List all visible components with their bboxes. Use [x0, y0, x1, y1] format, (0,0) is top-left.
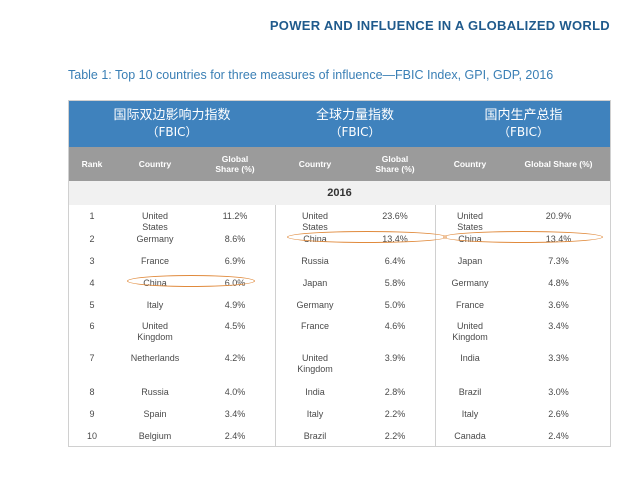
highlight-ellipse-gdp-china — [443, 231, 603, 243]
influence-table: 2016 国际双边影响力指数 （FBIC） 全球力量指数 （FBIC） 国内生产… — [68, 100, 611, 447]
fbic-share-cell: 4.0% — [224, 387, 246, 397]
fbic-share-cell: 3.4% — [224, 409, 246, 419]
group-title-gdp-zh: 国内生产总指 — [484, 108, 563, 123]
gpi-share-cell: 6.4% — [384, 256, 406, 266]
fbic-country-cell: United Kingdom — [137, 321, 173, 342]
gdp-share-cell: 7.3% — [548, 256, 569, 266]
gpi-country-cell: United States — [301, 211, 328, 232]
gdp-country-cell: Italy — [461, 409, 479, 419]
gpi-share-cell: 2.2% — [384, 431, 406, 441]
gdp-share-cell: 20.9% — [545, 211, 572, 221]
gpi-share-cell: 5.8% — [384, 278, 406, 288]
rank-cell: 10 — [86, 431, 97, 441]
gdp-share-cell: 3.6% — [548, 300, 569, 310]
group-title-gpi-zh: 全球力量指数 — [315, 108, 394, 123]
gpi-country-cell: France — [300, 321, 329, 331]
gdp-country-cell: United States — [456, 211, 483, 232]
gdp-country-cell: Japan — [457, 256, 483, 266]
gdp-share-cell: 3.4% — [548, 321, 569, 331]
group-title-fbic-en: （FBIC） — [146, 125, 198, 139]
group-title-fbic-zh: 国际双边影响力指数 — [113, 108, 231, 123]
gpi-country-cell: India — [305, 387, 325, 397]
col-head-share-3: Global Share (%) — [524, 159, 593, 169]
col-head-country-1: Country — [138, 159, 172, 169]
group-title-fbic: 国际双边影响力指数 （FBIC） — [69, 107, 275, 141]
fbic-share-cell: 6.9% — [224, 256, 246, 266]
fbic-share-cell: 2.4% — [224, 431, 246, 441]
fbic-country-cell: France — [140, 256, 169, 266]
gdp-country-cell: United Kingdom — [452, 321, 488, 342]
gdp-country-cell: Canada — [454, 431, 486, 441]
gpi-country-cell: United Kingdom — [297, 353, 333, 374]
highlight-ellipse-gpi-china — [287, 231, 447, 243]
group-title-gdp-en: （FBIC） — [497, 125, 550, 139]
year-label: 2016 — [327, 187, 352, 199]
col-head-share-2: Global Share (%) — [375, 154, 415, 174]
gdp-country-cell: Germany — [451, 278, 489, 288]
rank-cell: 8 — [89, 387, 95, 397]
gpi-country-cell: Japan — [302, 278, 328, 288]
group-title-gpi-en: （FBIC） — [329, 125, 381, 139]
fbic-country-cell: Germany — [136, 234, 174, 244]
fbic-country-cell: United States — [141, 211, 168, 232]
col-head-country-2: Country — [298, 159, 332, 169]
group-divider-1 — [275, 205, 276, 446]
gdp-country-cell: France — [455, 300, 484, 310]
fbic-share-cell: 4.2% — [224, 353, 246, 363]
rank-cell: 6 — [89, 321, 95, 331]
gpi-share-cell: 5.0% — [384, 300, 406, 310]
gdp-share-cell: 4.8% — [548, 278, 569, 288]
gpi-share-cell: 2.8% — [384, 387, 406, 397]
col-head-country-3: Country — [453, 159, 487, 169]
fbic-share-cell: 4.5% — [224, 321, 246, 331]
fbic-country-cell: Spain — [143, 409, 167, 419]
group-title-gpi: 全球力量指数 （FBIC） — [275, 107, 435, 141]
gpi-share-cell: 4.6% — [384, 321, 406, 331]
rank-cell: 1 — [89, 211, 95, 221]
fbic-share-cell: 11.2% — [222, 211, 248, 221]
rank-cell: 4 — [89, 278, 95, 288]
column-header-band — [69, 147, 610, 181]
group-divider-2 — [435, 205, 436, 446]
gpi-share-cell: 23.6% — [382, 211, 408, 221]
highlight-ellipse-fbic-china — [127, 275, 255, 287]
group-header-band — [69, 101, 610, 147]
col-head-rank: Rank — [81, 159, 103, 169]
page-header-title: POWER AND INFLUENCE IN A GLOBALIZED WORL… — [269, 18, 610, 33]
fbic-share-cell: 8.6% — [224, 234, 246, 244]
fbic-country-cell: Italy — [146, 300, 164, 310]
gdp-country-cell: India — [460, 353, 480, 363]
fbic-country-cell: Netherlands — [130, 353, 180, 363]
rank-cell: 9 — [89, 409, 95, 419]
rank-cell: 7 — [89, 353, 95, 363]
fbic-country-cell: Russia — [141, 387, 169, 397]
gdp-share-cell: 3.3% — [548, 353, 569, 363]
gpi-country-cell: Italy — [306, 409, 324, 419]
year-row: 2016 — [69, 181, 610, 205]
rank-cell: 2 — [89, 234, 95, 244]
gdp-share-cell: 2.4% — [548, 431, 569, 441]
gpi-country-cell: Russia — [301, 256, 329, 266]
group-title-gdp: 国内生产总指 （FBIC） — [435, 107, 612, 141]
gpi-country-cell: Germany — [296, 300, 334, 310]
gdp-share-cell: 3.0% — [548, 387, 569, 397]
gpi-share-cell: 2.2% — [384, 409, 406, 419]
fbic-share-cell: 4.9% — [224, 300, 246, 310]
table-caption: Table 1: Top 10 countries for three meas… — [68, 68, 554, 82]
gdp-share-cell: 2.6% — [548, 409, 569, 419]
gpi-country-cell: Brazil — [303, 431, 327, 441]
gpi-share-cell: 3.9% — [384, 353, 406, 363]
rank-cell: 3 — [89, 256, 95, 266]
fbic-country-cell: Belgium — [138, 431, 172, 441]
gdp-country-cell: Brazil — [458, 387, 482, 397]
col-head-share-1: Global Share (%) — [215, 154, 255, 174]
rank-cell: 5 — [89, 300, 95, 310]
